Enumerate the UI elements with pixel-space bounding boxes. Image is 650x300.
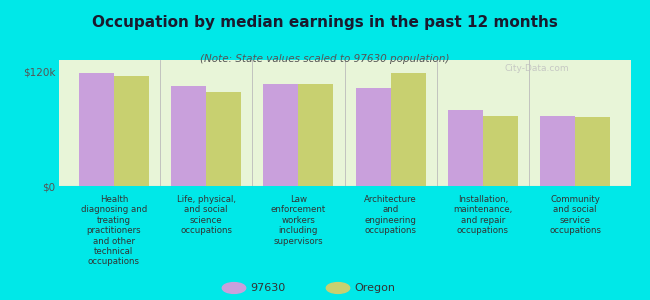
Bar bbox=[206, 92, 241, 186]
Text: 97630: 97630 bbox=[250, 283, 285, 293]
Bar bbox=[540, 116, 575, 186]
Text: Health
diagnosing and
treating
practitioners
and other
technical
occupations: Health diagnosing and treating practitio… bbox=[81, 195, 147, 266]
Text: Life, physical,
and social
science
occupations: Life, physical, and social science occup… bbox=[177, 195, 235, 235]
Text: Architecture
and
engineering
occupations: Architecture and engineering occupations bbox=[364, 195, 417, 235]
Bar bbox=[391, 74, 426, 186]
Text: Installation,
maintenance,
and repair
occupations: Installation, maintenance, and repair oc… bbox=[453, 195, 512, 235]
Bar bbox=[114, 76, 149, 186]
Bar bbox=[575, 117, 610, 186]
Text: Occupation by median earnings in the past 12 months: Occupation by median earnings in the pas… bbox=[92, 15, 558, 30]
Bar bbox=[356, 88, 391, 186]
Text: (Note: State values scaled to 97630 population): (Note: State values scaled to 97630 popu… bbox=[200, 54, 450, 64]
Text: Oregon: Oregon bbox=[354, 283, 395, 293]
Text: Community
and social
service
occupations: Community and social service occupations bbox=[549, 195, 601, 235]
Bar bbox=[263, 84, 298, 186]
Bar bbox=[448, 110, 483, 186]
Text: City-Data.com: City-Data.com bbox=[504, 64, 569, 73]
Bar bbox=[171, 86, 206, 186]
Bar bbox=[483, 116, 518, 186]
Bar bbox=[298, 84, 333, 186]
Text: Law
enforcement
workers
including
supervisors: Law enforcement workers including superv… bbox=[271, 195, 326, 246]
Bar bbox=[79, 74, 114, 186]
